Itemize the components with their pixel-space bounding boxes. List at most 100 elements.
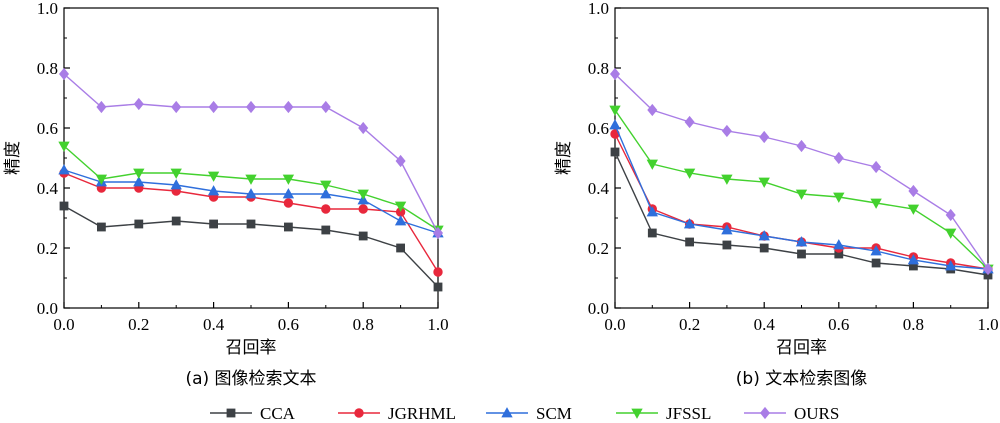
x-tick-label: 0.0	[604, 315, 625, 334]
x-tick-label: 0.8	[903, 315, 924, 334]
data-point-jfssl	[95, 174, 108, 185]
y-axis-title: 精度	[554, 141, 574, 175]
data-point-jfssl	[357, 189, 369, 200]
x-tick-label: 1.0	[977, 315, 998, 334]
legend-label: JFSSL	[666, 404, 711, 423]
legend-entry-scm: SCM	[486, 404, 572, 423]
chart-text-to-image: 0.0 0.2 0.4 0.6 0.8 1.0 0.0 0.2 0.4 0.6 0.8 1.0 召回率 精…	[554, 0, 999, 389]
data-point-ours	[759, 130, 770, 144]
legend-entry-cca: CCA	[210, 404, 296, 423]
legend-marker	[631, 408, 643, 419]
series-line-jgrhml	[614, 133, 989, 270]
legend-marker	[226, 408, 236, 418]
data-point-ours	[647, 103, 658, 117]
legend-entry-jfssl: JFSSL	[616, 404, 711, 423]
data-point-jfssl	[245, 174, 257, 185]
legend: CCA JGRHML SCM JFSSL OURS	[210, 404, 839, 423]
data-point-scm	[609, 119, 621, 130]
x-tick-label: 0.2	[679, 315, 700, 334]
x-tick-label: 0.8	[353, 315, 374, 334]
data-point-jfssl	[907, 204, 920, 215]
series-line-ours	[63, 73, 439, 234]
data-point-cca	[209, 219, 219, 229]
data-point-ours	[208, 100, 219, 114]
data-point-ours	[58, 67, 70, 81]
data-point-jfssl	[394, 201, 407, 212]
data-point-jfssl	[646, 159, 658, 170]
data-point-cca	[97, 222, 106, 232]
data-point-cca	[396, 243, 406, 253]
data-point-ours	[871, 160, 882, 174]
data-point-cca	[647, 228, 657, 238]
data-point-scm	[795, 236, 808, 247]
y-tick-label: 0.0	[37, 299, 58, 318]
data-point-cca	[433, 282, 443, 292]
data-point-ours	[684, 115, 695, 129]
data-point-scm	[907, 254, 920, 265]
data-point-jfssl	[320, 180, 332, 191]
data-point-cca	[321, 225, 331, 235]
data-point-cca	[797, 249, 806, 259]
data-point-jfssl	[609, 105, 621, 116]
data-point-scm	[683, 218, 696, 229]
legend-label: CCA	[260, 404, 296, 423]
data-point-ours	[432, 226, 444, 240]
legend-label: OURS	[794, 404, 839, 423]
chart-caption: (a) 图像检索文本	[185, 369, 316, 389]
data-point-jgrhml	[358, 204, 368, 214]
data-point-ours	[358, 121, 369, 135]
data-point-scm	[207, 185, 220, 196]
data-point-cca	[358, 231, 368, 241]
data-point-jfssl	[870, 198, 882, 209]
data-point-scm	[833, 239, 845, 250]
data-point-scm	[282, 188, 295, 199]
data-point-ours	[796, 139, 807, 153]
data-point-jfssl	[133, 168, 145, 179]
data-point-ours	[245, 100, 257, 114]
data-point-scm	[133, 176, 145, 187]
x-axis-title: 召回率	[226, 338, 277, 358]
x-tick-label: 0.0	[53, 315, 74, 334]
series-ours	[58, 67, 444, 240]
data-point-jfssl	[282, 174, 295, 185]
y-tick-label: 0.4	[37, 179, 59, 198]
x-tick-label: 0.4	[754, 315, 776, 334]
data-point-jgrhml	[321, 204, 331, 214]
y-tick-label: 0.2	[37, 239, 58, 258]
plot-frame	[63, 7, 439, 309]
series-ours	[609, 67, 994, 276]
y-tick-label: 0.6	[37, 119, 58, 138]
chart-image-to-text: 0.0 0.2 0.4 0.6 0.8 1.0 0.0 0.2 0.4 0.6 0.8 1.0 召回率 精…	[3, 0, 449, 389]
data-point-scm	[646, 206, 658, 217]
data-point-ours	[609, 67, 621, 81]
data-point-cca	[610, 147, 620, 157]
y-axis-title: 精度	[3, 141, 23, 175]
series-line-cca	[63, 205, 439, 288]
series-cca	[59, 201, 443, 292]
data-point-ours	[721, 124, 732, 138]
data-point-jfssl	[758, 177, 770, 188]
y-tick-label: 0.4	[588, 179, 610, 198]
data-point-ours	[982, 262, 994, 276]
x-tick-label: 1.0	[427, 315, 448, 334]
legend-marker	[759, 406, 771, 420]
data-point-jfssl	[207, 171, 220, 182]
x-tick-label: 0.6	[828, 315, 849, 334]
data-point-ours	[96, 100, 107, 114]
data-point-jfssl	[945, 228, 957, 239]
data-point-scm	[721, 224, 733, 235]
legend-marker	[354, 408, 364, 418]
data-point-cca	[685, 237, 694, 247]
y-tick-label: 0.6	[588, 119, 609, 138]
data-point-scm	[245, 188, 257, 199]
data-point-jfssl	[721, 174, 733, 185]
data-point-cca	[871, 258, 881, 268]
series-scm	[58, 164, 444, 238]
series-jfssl	[609, 105, 994, 275]
data-point-cca	[283, 222, 293, 232]
y-tick-label: 1.0	[37, 0, 58, 18]
data-point-ours	[945, 208, 956, 222]
x-tick-label: 0.2	[128, 315, 149, 334]
legend-marker	[501, 407, 513, 418]
